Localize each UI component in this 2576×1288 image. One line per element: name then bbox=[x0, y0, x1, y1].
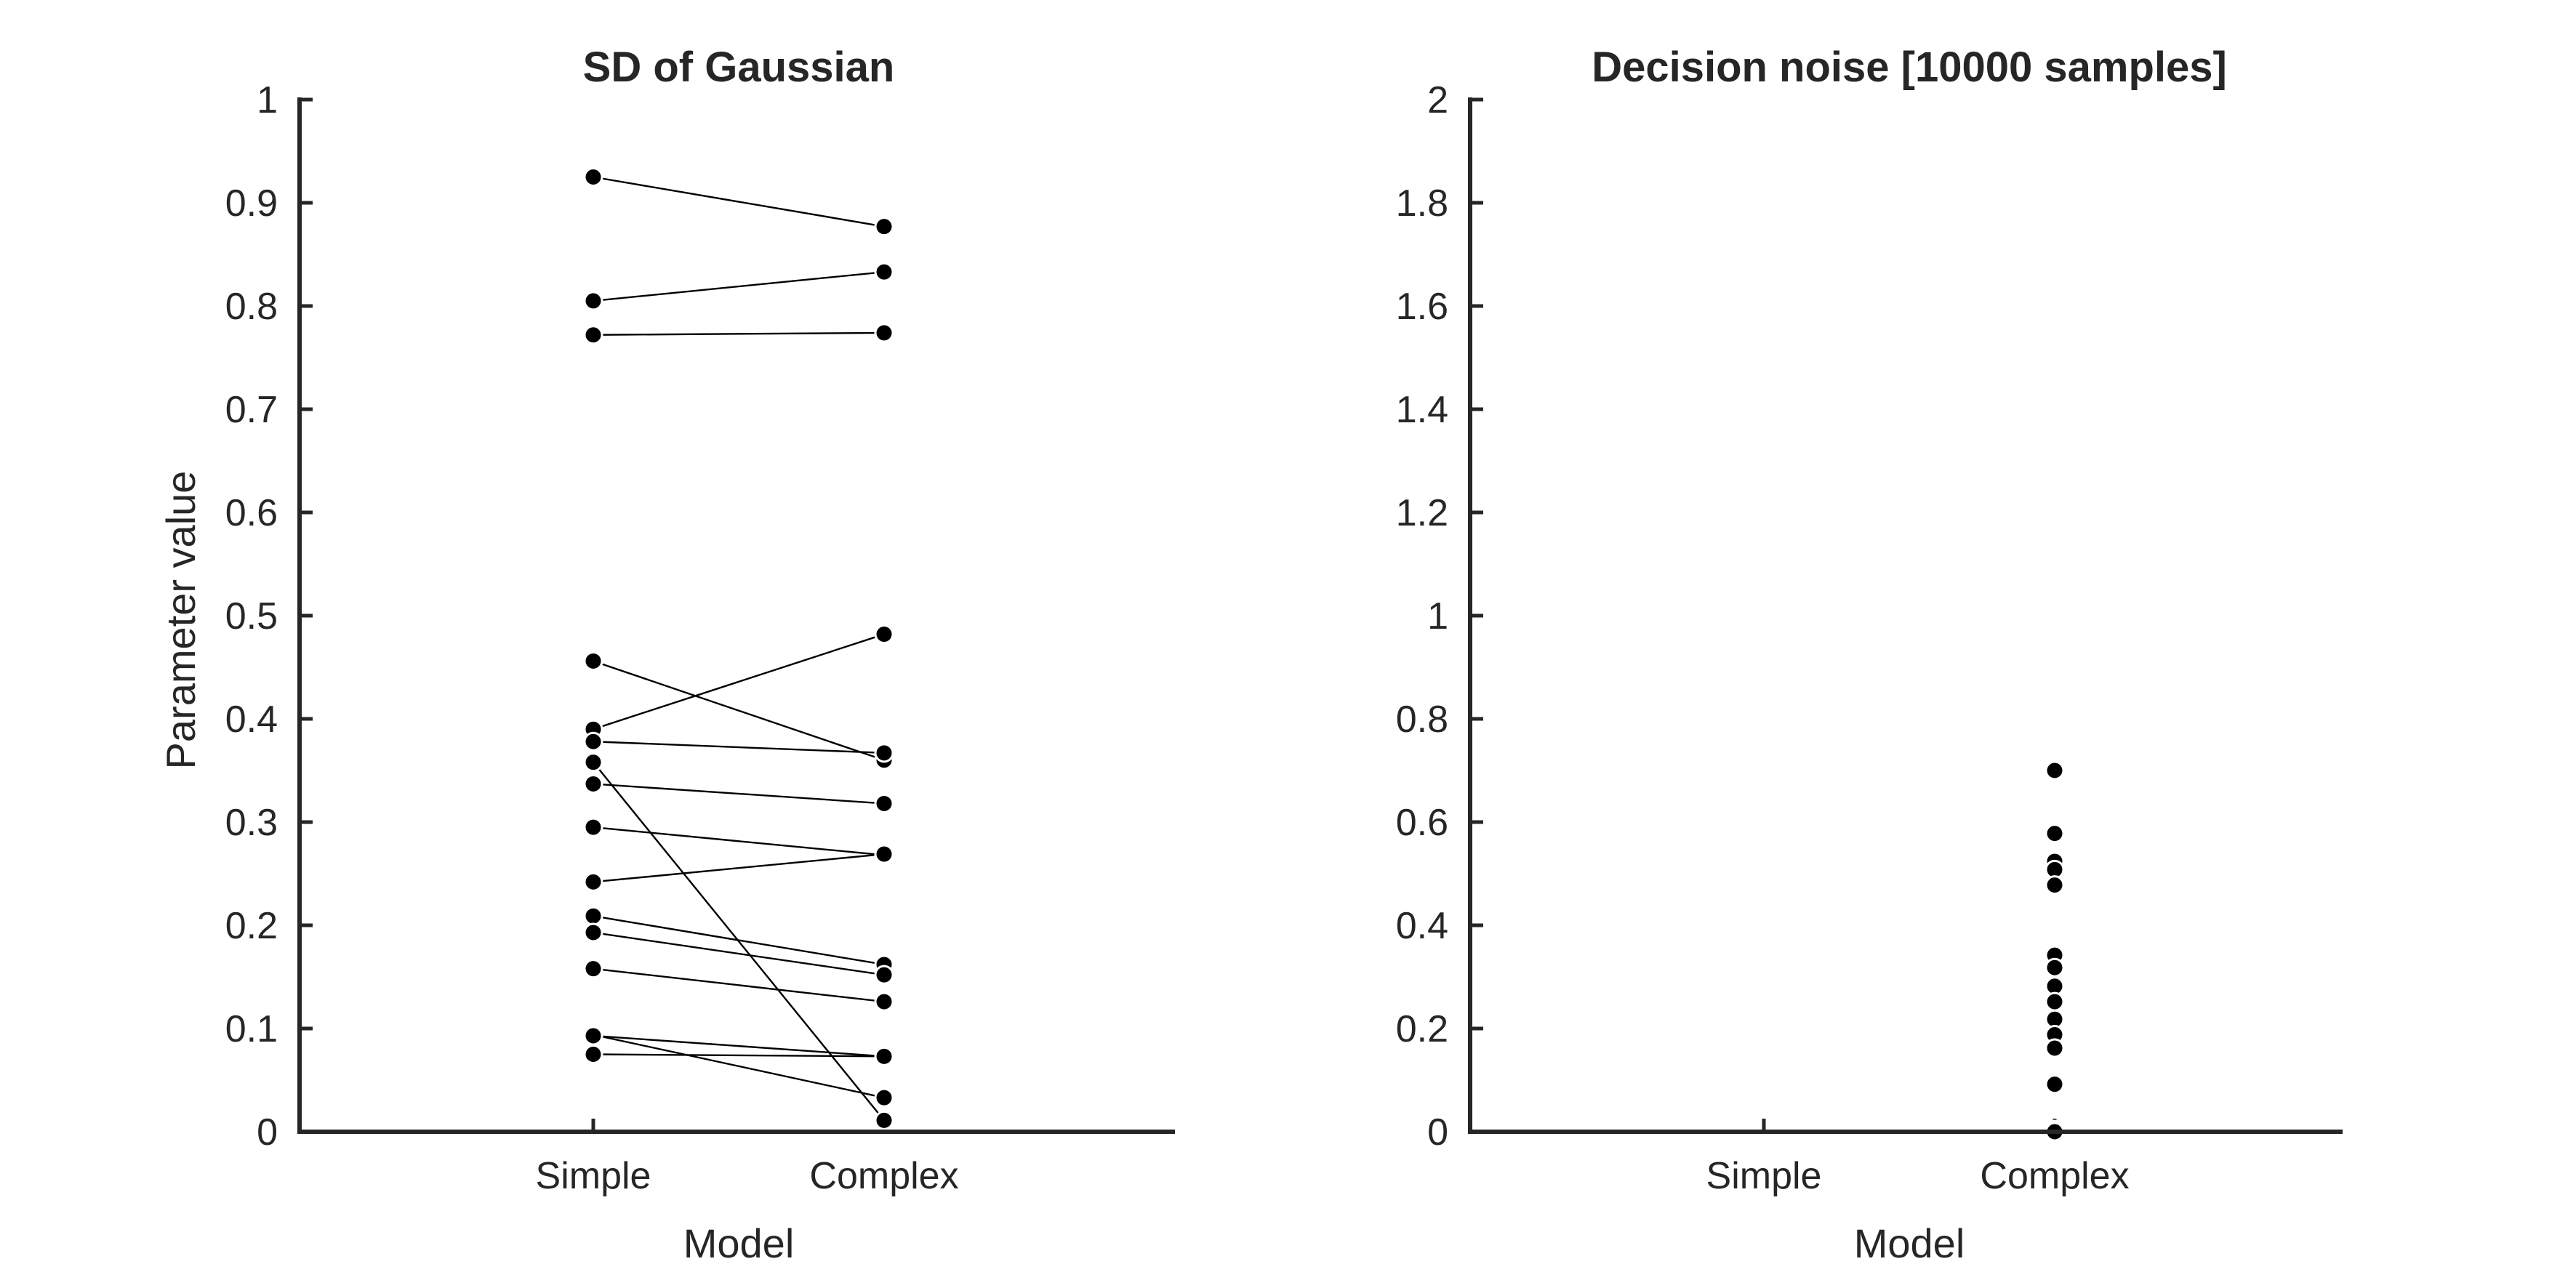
panel-decision-noise: Decision noise [10000 samples] Model 0 0.… bbox=[1396, 44, 2343, 1266]
panel-sd-of-gaussian: SD of Gaussian Parameter value Model 0 0.… bbox=[158, 44, 1175, 1266]
data-point-complex bbox=[874, 1087, 894, 1108]
pair-line bbox=[593, 1034, 885, 1058]
pair-line bbox=[593, 1053, 885, 1058]
left-y-tick-label: 0.7 bbox=[225, 389, 278, 431]
data-point-complex bbox=[874, 1110, 894, 1130]
data-point-simple bbox=[583, 959, 603, 979]
data-point-complex bbox=[874, 965, 894, 985]
data-point-complex bbox=[874, 793, 894, 813]
data-point-complex bbox=[874, 1046, 894, 1066]
left-y-tick-label: 0.2 bbox=[225, 905, 278, 947]
pair-line bbox=[593, 660, 885, 761]
data-point-complex bbox=[874, 844, 894, 864]
right-y-tick-label: 0 bbox=[1427, 1111, 1448, 1154]
x-axis-label-left: Model bbox=[683, 1220, 795, 1266]
data-point-complex bbox=[2045, 875, 2065, 895]
y-axis-label: Parameter value bbox=[158, 471, 204, 770]
data-point-complex bbox=[2045, 1038, 2065, 1058]
pair-line bbox=[593, 761, 885, 1122]
data-point-complex bbox=[874, 217, 894, 237]
data-point-simple bbox=[583, 291, 603, 311]
right-y-tick-label: 2 bbox=[1427, 79, 1448, 121]
data-point-simple bbox=[583, 773, 603, 794]
right-y-tick-label: 1.4 bbox=[1396, 389, 1448, 431]
data-point-simple bbox=[583, 906, 603, 926]
data-point-simple bbox=[583, 1045, 603, 1064]
data-point-simple bbox=[583, 752, 603, 773]
pair-line bbox=[593, 826, 885, 856]
data-point-simple bbox=[583, 1026, 603, 1046]
pair-line bbox=[593, 176, 885, 228]
data-point-complex bbox=[2045, 1074, 2065, 1095]
right-y-tick-label: 1.6 bbox=[1396, 286, 1448, 328]
right-x-tick-label-complex: Complex bbox=[1980, 1155, 2129, 1197]
right-y-tick-label: 0.8 bbox=[1396, 699, 1448, 741]
data-point-simple bbox=[583, 872, 603, 892]
left-y-tick-label: 0.9 bbox=[225, 182, 278, 225]
left-y-tick-label: 0.8 bbox=[225, 286, 278, 328]
data-point-simple bbox=[583, 922, 603, 943]
left-y-tick-label: 0.3 bbox=[225, 802, 278, 844]
data-point-complex bbox=[2045, 991, 2065, 1012]
pair-line bbox=[593, 853, 885, 883]
pair-line bbox=[593, 741, 885, 754]
pair-line bbox=[593, 783, 885, 805]
x-axis-label-right: Model bbox=[1854, 1220, 1965, 1266]
pair-line bbox=[593, 931, 885, 976]
right-x-tick-label-simple: Simple bbox=[1706, 1155, 1822, 1197]
data-point-complex bbox=[2045, 760, 2065, 781]
data-point-simple bbox=[583, 817, 603, 837]
right-y-tick-label: 0.6 bbox=[1396, 802, 1448, 844]
left-y-tick-label: 1 bbox=[257, 79, 278, 121]
right-y-tick-label: 0.2 bbox=[1396, 1008, 1448, 1050]
data-point-complex bbox=[874, 323, 894, 343]
pair-line bbox=[593, 331, 885, 336]
left-y-tick-label: 0.1 bbox=[225, 1008, 278, 1050]
data-point-simple bbox=[583, 731, 603, 752]
left-x-tick-label-complex: Complex bbox=[809, 1155, 958, 1197]
data-point-complex bbox=[874, 991, 894, 1012]
pair-line bbox=[593, 633, 885, 730]
left-x-tick-label-simple: Simple bbox=[536, 1155, 651, 1197]
data-point-complex bbox=[874, 743, 894, 763]
pair-line bbox=[593, 915, 885, 966]
right-y-tick-label: 1.2 bbox=[1396, 492, 1448, 534]
data-point-simple bbox=[583, 325, 603, 345]
right-y-tick-label: 0.4 bbox=[1396, 905, 1448, 947]
data-point-complex bbox=[874, 262, 894, 282]
left-y-tick-label: 0.4 bbox=[225, 699, 278, 741]
right-y-tick-label: 1.8 bbox=[1396, 182, 1448, 225]
data-point-simple bbox=[583, 167, 603, 187]
data-point-simple bbox=[583, 651, 603, 671]
pair-line bbox=[593, 1034, 885, 1099]
pair-line bbox=[593, 967, 885, 1003]
pair-line bbox=[593, 270, 885, 302]
left-y-tick-label: 0.6 bbox=[225, 492, 278, 534]
left-y-tick-label: 0 bbox=[257, 1111, 278, 1154]
panel-title-decision-noise: Decision noise [10000 samples] bbox=[1592, 44, 2227, 91]
data-point-complex bbox=[874, 624, 894, 645]
right-y-tick-label: 1 bbox=[1427, 595, 1448, 637]
data-point-complex bbox=[2045, 957, 2065, 978]
left-y-tick-label: 0.5 bbox=[225, 595, 278, 637]
panel-title-sd-of-gaussian: SD of Gaussian bbox=[583, 44, 895, 91]
data-point-complex bbox=[2045, 824, 2065, 844]
